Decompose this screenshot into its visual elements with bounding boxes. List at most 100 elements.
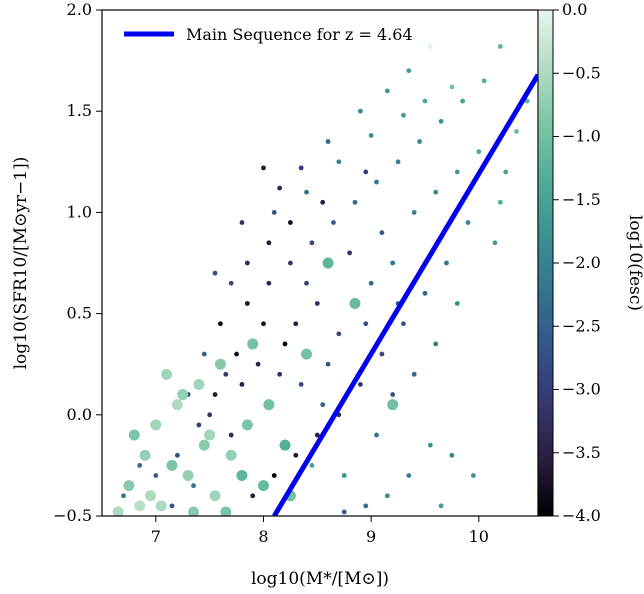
y-axis-ticks: −0.5 0.0 0.5 1.0 1.5 2.0 [53, 0, 102, 525]
data-point [139, 449, 151, 461]
data-point [261, 165, 266, 171]
data-point [384, 493, 390, 499]
x-axis-label: log10(M*/[M⊙]) [251, 569, 389, 589]
data-point [387, 399, 399, 411]
data-point [239, 220, 245, 225]
main-sequence-line [272, 73, 538, 516]
data-point [171, 399, 183, 411]
data-point [239, 382, 245, 387]
legend-label: Main Sequence for z = 4.64 [186, 25, 413, 44]
data-point [182, 470, 194, 482]
data-point [196, 422, 202, 428]
data-point [123, 480, 135, 492]
data-point [191, 483, 196, 489]
x-tick-label: 10 [469, 527, 489, 546]
data-point [225, 449, 237, 461]
data-point [368, 280, 374, 286]
data-point [220, 506, 232, 516]
data-point [363, 169, 369, 175]
data-point [177, 389, 189, 401]
colorbar-tick-label: −4.0 [562, 506, 601, 525]
data-point [433, 189, 439, 195]
data-point [207, 412, 213, 418]
data-point [422, 98, 428, 104]
data-point [234, 351, 239, 357]
data-point [422, 290, 428, 296]
data-point [153, 473, 159, 478]
data-point [293, 452, 299, 458]
data-point [150, 419, 162, 431]
data-point [460, 98, 466, 104]
data-point [166, 459, 178, 471]
data-point [411, 371, 417, 377]
data-point [212, 270, 218, 276]
colorbar-tick-label: −1.0 [562, 127, 601, 146]
data-point [266, 240, 272, 246]
data-point [514, 129, 519, 134]
data-point [293, 321, 299, 327]
colorbar-tick-label: −3.0 [562, 380, 601, 399]
data-point [336, 159, 342, 165]
data-point [309, 240, 315, 246]
data-point [244, 260, 250, 266]
data-point [247, 338, 259, 350]
data-point [401, 321, 406, 327]
data-point [357, 382, 363, 387]
data-point [481, 78, 487, 84]
data-point [349, 297, 361, 309]
data-point [279, 439, 291, 451]
y-tick-label: 1.0 [67, 202, 92, 221]
data-point [320, 199, 326, 205]
data-point [465, 220, 471, 225]
data-point [449, 452, 455, 458]
data-point [497, 199, 503, 205]
data-point [411, 210, 417, 215]
data-point [193, 378, 205, 390]
data-point [188, 506, 200, 516]
data-point [363, 503, 369, 509]
y-axis-label: log10(SFR10/[M⊙yr−1]) [11, 157, 31, 370]
data-point [212, 392, 218, 397]
y-tick-label: 2.0 [67, 0, 92, 19]
data-point [304, 280, 309, 286]
data-point [144, 490, 156, 502]
data-point [438, 503, 444, 509]
data-point [379, 230, 385, 236]
data-point [282, 341, 288, 347]
data-point [325, 139, 331, 144]
data-point [341, 473, 347, 478]
data-point [209, 490, 221, 502]
colorbar-label: log10(fesc) [625, 215, 644, 311]
x-tick-label: 8 [258, 527, 268, 546]
data-point [322, 257, 334, 269]
data-point [336, 331, 342, 337]
data-point [112, 506, 124, 516]
data-point [471, 473, 476, 478]
data-point [277, 371, 283, 377]
data-point [266, 280, 272, 286]
data-point [287, 260, 293, 266]
data-point [384, 88, 390, 94]
colorbar-tick-label: −2.5 [562, 316, 601, 335]
data-point [379, 351, 385, 357]
data-point [433, 341, 439, 347]
data-point [438, 118, 444, 124]
data-point [261, 321, 266, 327]
data-point [250, 493, 256, 499]
data-point [298, 165, 304, 171]
data-point [169, 503, 175, 509]
colorbar-tick-label: −0.5 [562, 63, 601, 82]
data-point [476, 149, 482, 155]
legend: Main Sequence for z = 4.64 [110, 16, 460, 52]
data-point [524, 98, 530, 104]
data-point [271, 210, 277, 215]
data-point [304, 189, 309, 195]
data-point [406, 68, 412, 74]
data-point [309, 463, 315, 468]
data-point [357, 108, 363, 114]
data-point [454, 169, 460, 175]
data-point [331, 220, 336, 225]
data-point [228, 280, 234, 286]
data-point [161, 368, 173, 380]
